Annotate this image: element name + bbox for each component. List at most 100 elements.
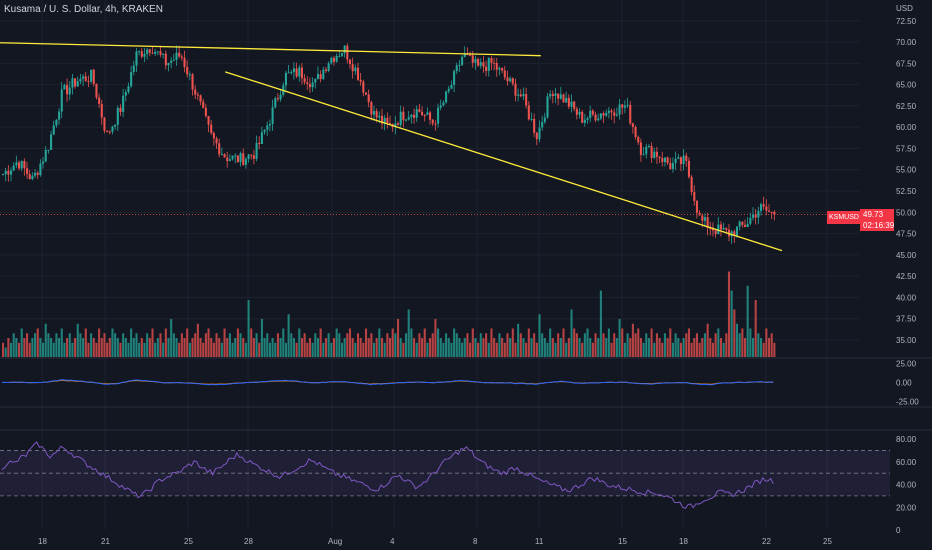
- volume-bar: [175, 338, 178, 357]
- volume-bar: [308, 338, 311, 357]
- candle-body: [266, 125, 269, 130]
- volume-bar: [66, 338, 69, 357]
- volume-bar: [682, 338, 685, 357]
- price-tick-label: 37.50: [896, 315, 917, 324]
- candle-body: [234, 155, 237, 157]
- candle-body: [717, 224, 720, 235]
- volume-bar: [437, 328, 440, 357]
- volume-bar: [586, 328, 589, 357]
- candle-body: [116, 107, 119, 125]
- candle-body: [762, 204, 765, 207]
- candle-body: [437, 107, 440, 124]
- volume-bar: [50, 338, 53, 357]
- candle-body: [330, 57, 333, 64]
- candle-body: [4, 170, 7, 175]
- rsi-tick-label: 0: [896, 526, 901, 535]
- volume-bar: [477, 342, 480, 357]
- volume-bar: [650, 328, 653, 357]
- candle-body: [701, 215, 704, 221]
- volume-bar: [391, 328, 394, 357]
- volume-bar: [143, 342, 146, 357]
- volume-bar: [514, 342, 517, 357]
- candle-body: [92, 69, 95, 84]
- trendlines[interactable]: [0, 42, 783, 252]
- volume-bar: [629, 338, 632, 357]
- candle-body: [47, 149, 50, 151]
- candle-body: [236, 155, 239, 163]
- candle-body: [583, 119, 586, 123]
- volume-bar: [634, 333, 637, 357]
- volume-bar: [87, 342, 90, 357]
- candle-body: [746, 223, 749, 227]
- volume-bar: [10, 342, 13, 357]
- volume-bar: [338, 333, 341, 357]
- candle-body: [463, 53, 466, 57]
- volume-bar: [725, 333, 728, 357]
- candle-body: [175, 52, 178, 60]
- volume-bar: [324, 338, 328, 357]
- volume-bar: [573, 328, 576, 357]
- candle-body: [52, 125, 55, 135]
- candle-body: [354, 67, 357, 72]
- candle-body: [618, 104, 621, 115]
- candle-body: [332, 57, 336, 62]
- candle-body: [525, 94, 528, 106]
- volume-bar: [482, 338, 485, 357]
- volume-bar: [311, 342, 314, 357]
- candle-body: [23, 160, 26, 169]
- volume-bar: [423, 328, 426, 357]
- candle-body: [135, 51, 138, 66]
- price-tick-label: 55.00: [896, 166, 917, 175]
- candle-body: [511, 78, 514, 84]
- candle-body: [287, 72, 290, 74]
- volume-bar: [332, 338, 336, 357]
- candle-body: [76, 81, 79, 87]
- candle-body: [210, 124, 213, 134]
- volume-bar: [103, 333, 106, 357]
- candle-body: [602, 113, 605, 116]
- volume-bar: [519, 333, 522, 357]
- volume-bar: [493, 338, 496, 357]
- candle-body: [749, 217, 752, 224]
- volume-bar: [90, 333, 93, 357]
- volume-bar: [167, 338, 170, 357]
- volume-bar: [730, 290, 733, 357]
- volume-bar: [44, 323, 47, 357]
- candle-body: [186, 67, 189, 75]
- volume-bar: [159, 333, 162, 357]
- rsi-line: [1, 441, 774, 510]
- candle-body: [351, 64, 354, 72]
- candle-body: [765, 206, 768, 211]
- volume-bar: [92, 338, 95, 357]
- candle-body: [770, 211, 773, 213]
- volume-bar: [602, 333, 605, 357]
- candle-body: [759, 204, 763, 211]
- candle-body: [319, 74, 322, 79]
- candle-body: [242, 153, 245, 165]
- volume-bar: [562, 328, 565, 357]
- volume-bar: [170, 319, 173, 357]
- candle-body: [623, 105, 626, 108]
- candle-body: [322, 69, 325, 79]
- volume-bar: [469, 342, 472, 357]
- candle-body: [316, 74, 320, 79]
- volume-bar: [706, 323, 709, 357]
- candle-body: [661, 158, 664, 163]
- volume-bar: [242, 338, 245, 357]
- candle-body: [7, 170, 10, 175]
- candle-body: [477, 58, 480, 66]
- price-tick-label: 72.50: [896, 17, 917, 26]
- candle-body: [610, 110, 613, 113]
- candle-body: [687, 160, 690, 177]
- volume-bar: [314, 333, 317, 357]
- candle-body: [498, 67, 501, 70]
- candle-body: [340, 53, 344, 56]
- candle-body: [95, 83, 98, 98]
- volume-bar: [266, 333, 269, 357]
- candle-body: [469, 54, 472, 56]
- volume-bar: [359, 338, 362, 357]
- candle-body: [479, 62, 482, 66]
- volume-bar: [722, 342, 725, 357]
- volume-bar: [413, 338, 416, 357]
